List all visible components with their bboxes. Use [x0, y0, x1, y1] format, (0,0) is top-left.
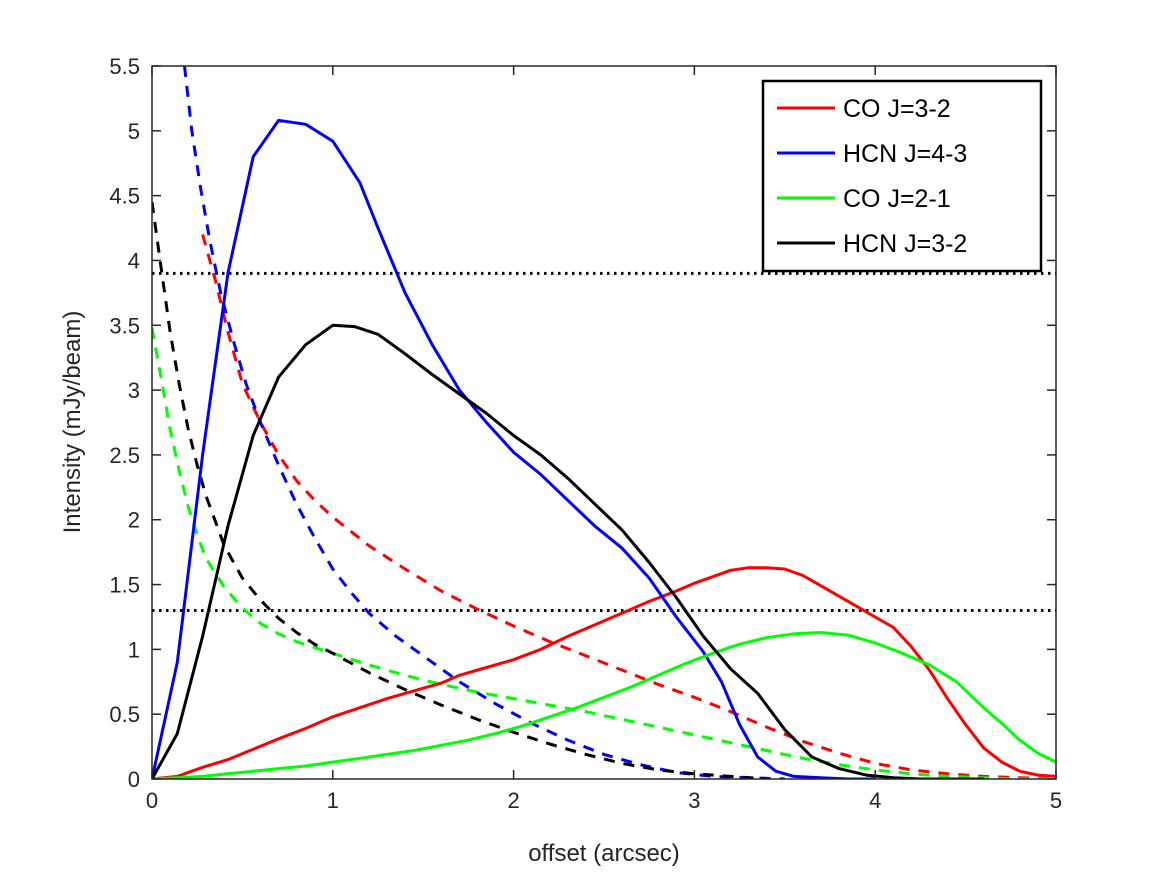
observed-curves [152, 118, 1056, 779]
y-tick-label: 0 [128, 767, 140, 792]
x-tick-label: 4 [869, 788, 881, 813]
legend-label-co-j-2-1: CO J=2-1 [843, 185, 951, 213]
x-tick-label: 0 [146, 788, 158, 813]
series-line-co-j-2-1 [152, 631, 1056, 779]
series-line-hcn-j-4-3 [152, 118, 876, 779]
y-tick-label: 0.5 [109, 702, 140, 727]
legend-box [761, 79, 1043, 273]
y-tick-label: 4.5 [109, 184, 140, 209]
legend: CO J=3-2 HCN J=4-3 CO J=2-1 HCN J=3-2 [761, 79, 1043, 273]
series-line-co-j-3-2 [152, 566, 1056, 779]
y-tick-label: 3 [128, 378, 140, 403]
x-tick-label: 3 [688, 788, 700, 813]
x-tick-label: 5 [1050, 788, 1062, 813]
legend-label-hcn-j-3-2: HCN J=3-2 [843, 230, 967, 258]
y-tick-label: 1 [128, 637, 140, 662]
x-axis-label: offset (arcsec) [528, 840, 680, 867]
y-tick-label: 1.5 [109, 573, 140, 598]
x-tick-labels: 0 1 2 3 4 5 [146, 788, 1062, 813]
y-tick-label: 4 [128, 248, 140, 273]
legend-label-co-j-3-2: CO J=3-2 [843, 95, 951, 123]
plot-frame [151, 65, 1057, 780]
y-tick-label: 3.5 [109, 313, 140, 338]
y-axis-label: Intensity (mJy/beam) [59, 311, 86, 534]
y-tick-labels: 0 0.5 1 1.5 2 2.5 3 3.5 4 4.5 5 5.5 [109, 54, 140, 792]
legend-label-hcn-j-4-3: HCN J=4-3 [843, 140, 967, 168]
y-tick-label: 2 [128, 508, 140, 533]
y-tick-label: 5 [128, 119, 140, 144]
y-tick-label: 2.5 [109, 443, 140, 468]
series-line-co-j-3-2-dashed [201, 234, 1056, 779]
series-line-co-j-2-1-dashed [152, 327, 1056, 779]
series-line-hcn-j-3-2 [152, 323, 984, 779]
model-curves [152, 66, 1056, 779]
x-tick-label: 2 [507, 788, 519, 813]
x-tick-label: 1 [327, 788, 339, 813]
y-tick-label: 5.5 [109, 54, 140, 79]
